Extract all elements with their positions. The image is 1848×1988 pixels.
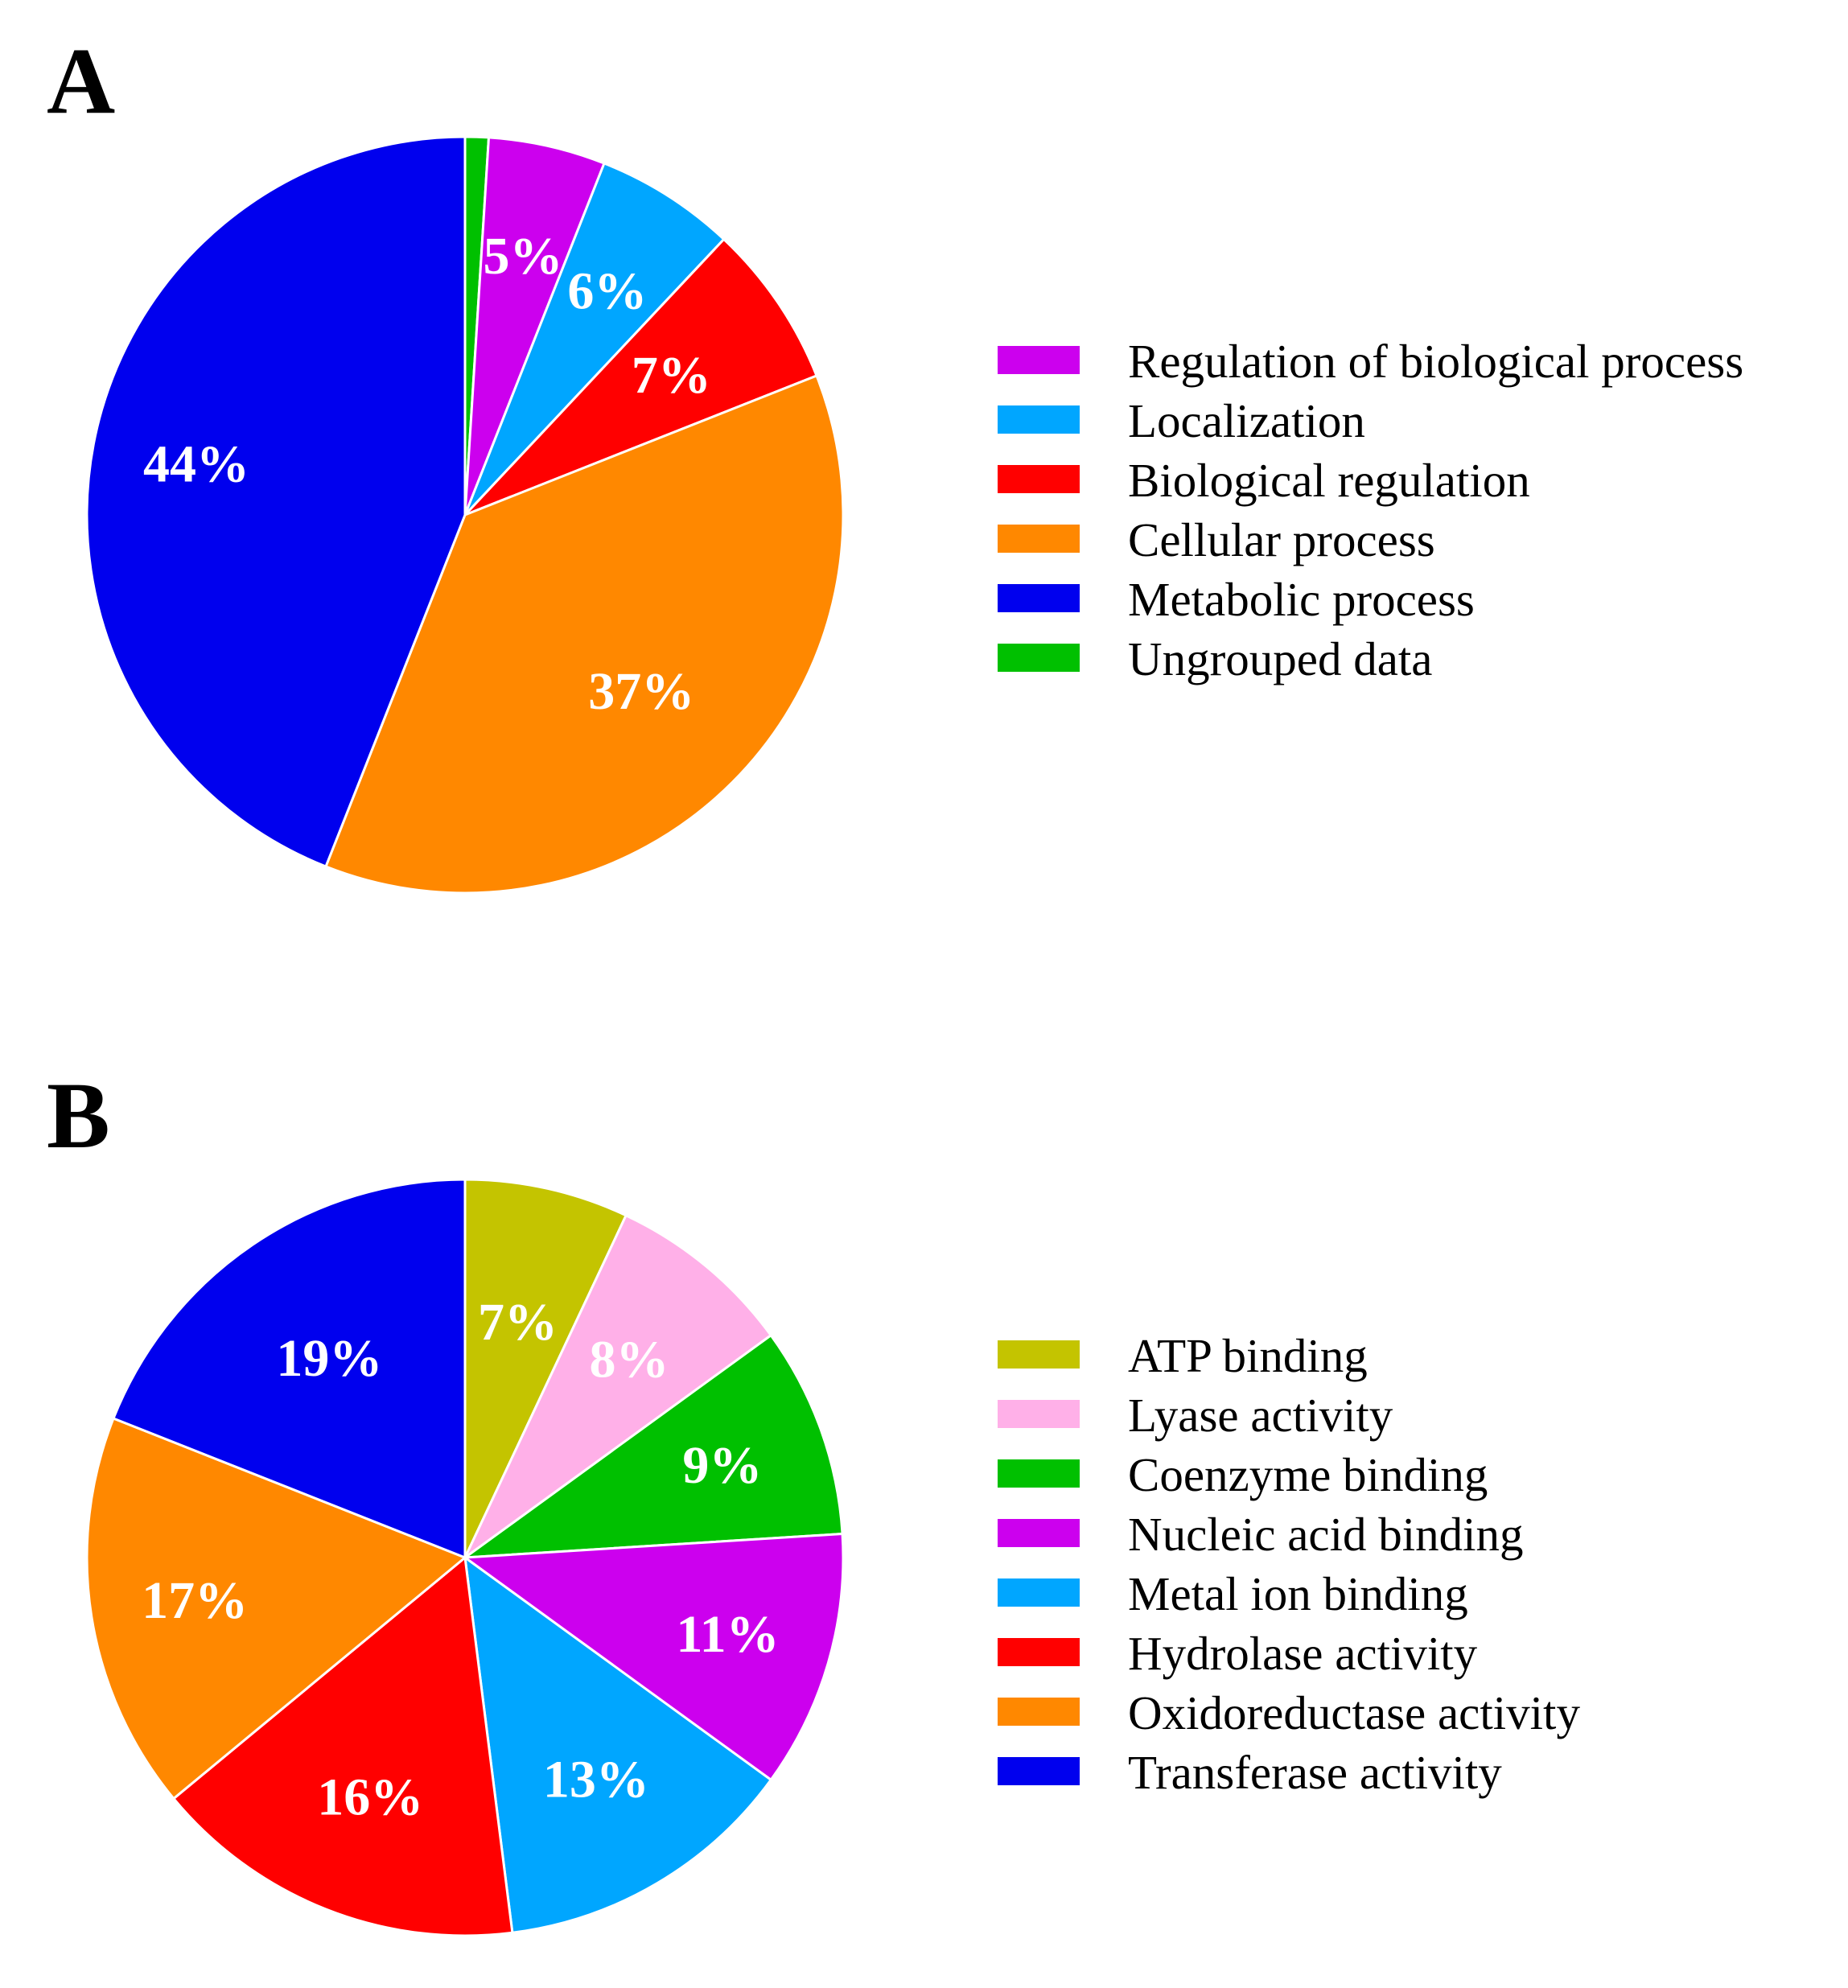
legend-swatch [998,1578,1080,1607]
legend-label: ATP binding [1128,1329,1368,1382]
pie-slice-lyase-activity [463,1213,773,1559]
legend-swatch [998,584,1080,612]
legend-swatch [998,525,1080,553]
legend-label: Metabolic process [1128,573,1475,626]
legend-swatch [998,346,1080,374]
legend-swatch [998,1638,1080,1666]
pie-slice-atp-binding [463,1178,628,1558]
legend-label: Transferase activity [1128,1746,1502,1799]
pie-slice-oxidoreductase-activity [85,1417,467,1801]
legend-label: Lyase activity [1128,1389,1393,1442]
legend-swatch [998,1340,1080,1369]
pie-slice-cellular-process [324,374,845,895]
legend-swatch [998,465,1080,493]
pie-value-label: 7% [478,1293,558,1352]
pie-slice-nucleic-acid-binding [461,1532,845,1782]
legend-swatch [998,644,1080,672]
pie-value-label: 5% [483,227,562,286]
legend-label: Coenzyme binding [1128,1448,1488,1501]
pie-slice-metal-ion-binding [463,1554,773,1934]
pie-value-label: 16% [317,1768,423,1827]
legend-swatch [998,1400,1080,1428]
pie-slice-hydrolase-activity [171,1555,514,1937]
pie-value-label: 7% [632,346,711,405]
pie-value-label: 13% [543,1750,649,1809]
pie-value-label: 19% [276,1329,382,1388]
pie-value-label: 11% [676,1605,779,1664]
legend-label: Biological regulation [1128,454,1530,507]
pie-chart-b: 7% 8%9% 11% 13% 16% 17% 19% [85,1178,845,1937]
pie-slice-regulation-of-biological-process [463,136,606,516]
legend-label: Oxidoreductase activity [1128,1686,1580,1739]
legend-swatch [998,1757,1080,1785]
legend-swatch [998,1519,1080,1547]
pie-value-label: 9% [682,1436,762,1495]
panel-label-a: A [47,28,116,134]
pie-value-label: 17% [142,1571,248,1630]
pie-slice-metabolic-process [85,135,467,868]
pie-slice-coenzyme-binding [460,1333,844,1559]
pie-value-label: 8% [589,1330,669,1389]
pie-value-label: 37% [588,662,694,721]
pie-value-label: 44% [143,434,249,493]
legend-swatch [998,405,1080,434]
legend-swatch [998,1698,1080,1726]
pie-slice-localization [463,162,726,517]
legend-label: Metal ion binding [1128,1567,1468,1620]
pie-value-label: 6% [567,261,647,320]
panel-label-b: B [47,1063,110,1168]
legend-label: Nucleic acid binding [1128,1508,1524,1561]
pie-chart-a: 1%5%6%7%37%44% [85,135,845,895]
pie-slice-biological-regulation [463,237,818,517]
legend-label: Hydrolase activity [1128,1627,1478,1680]
legend-label: Ungrouped data [1128,632,1433,685]
legend-label: Regulation of biological process [1128,335,1744,388]
legend-label: Cellular process [1128,513,1435,566]
legend-label: Localization [1128,394,1365,447]
pie-slice-transferase-activity [112,1178,467,1560]
legend-swatch [998,1459,1080,1488]
